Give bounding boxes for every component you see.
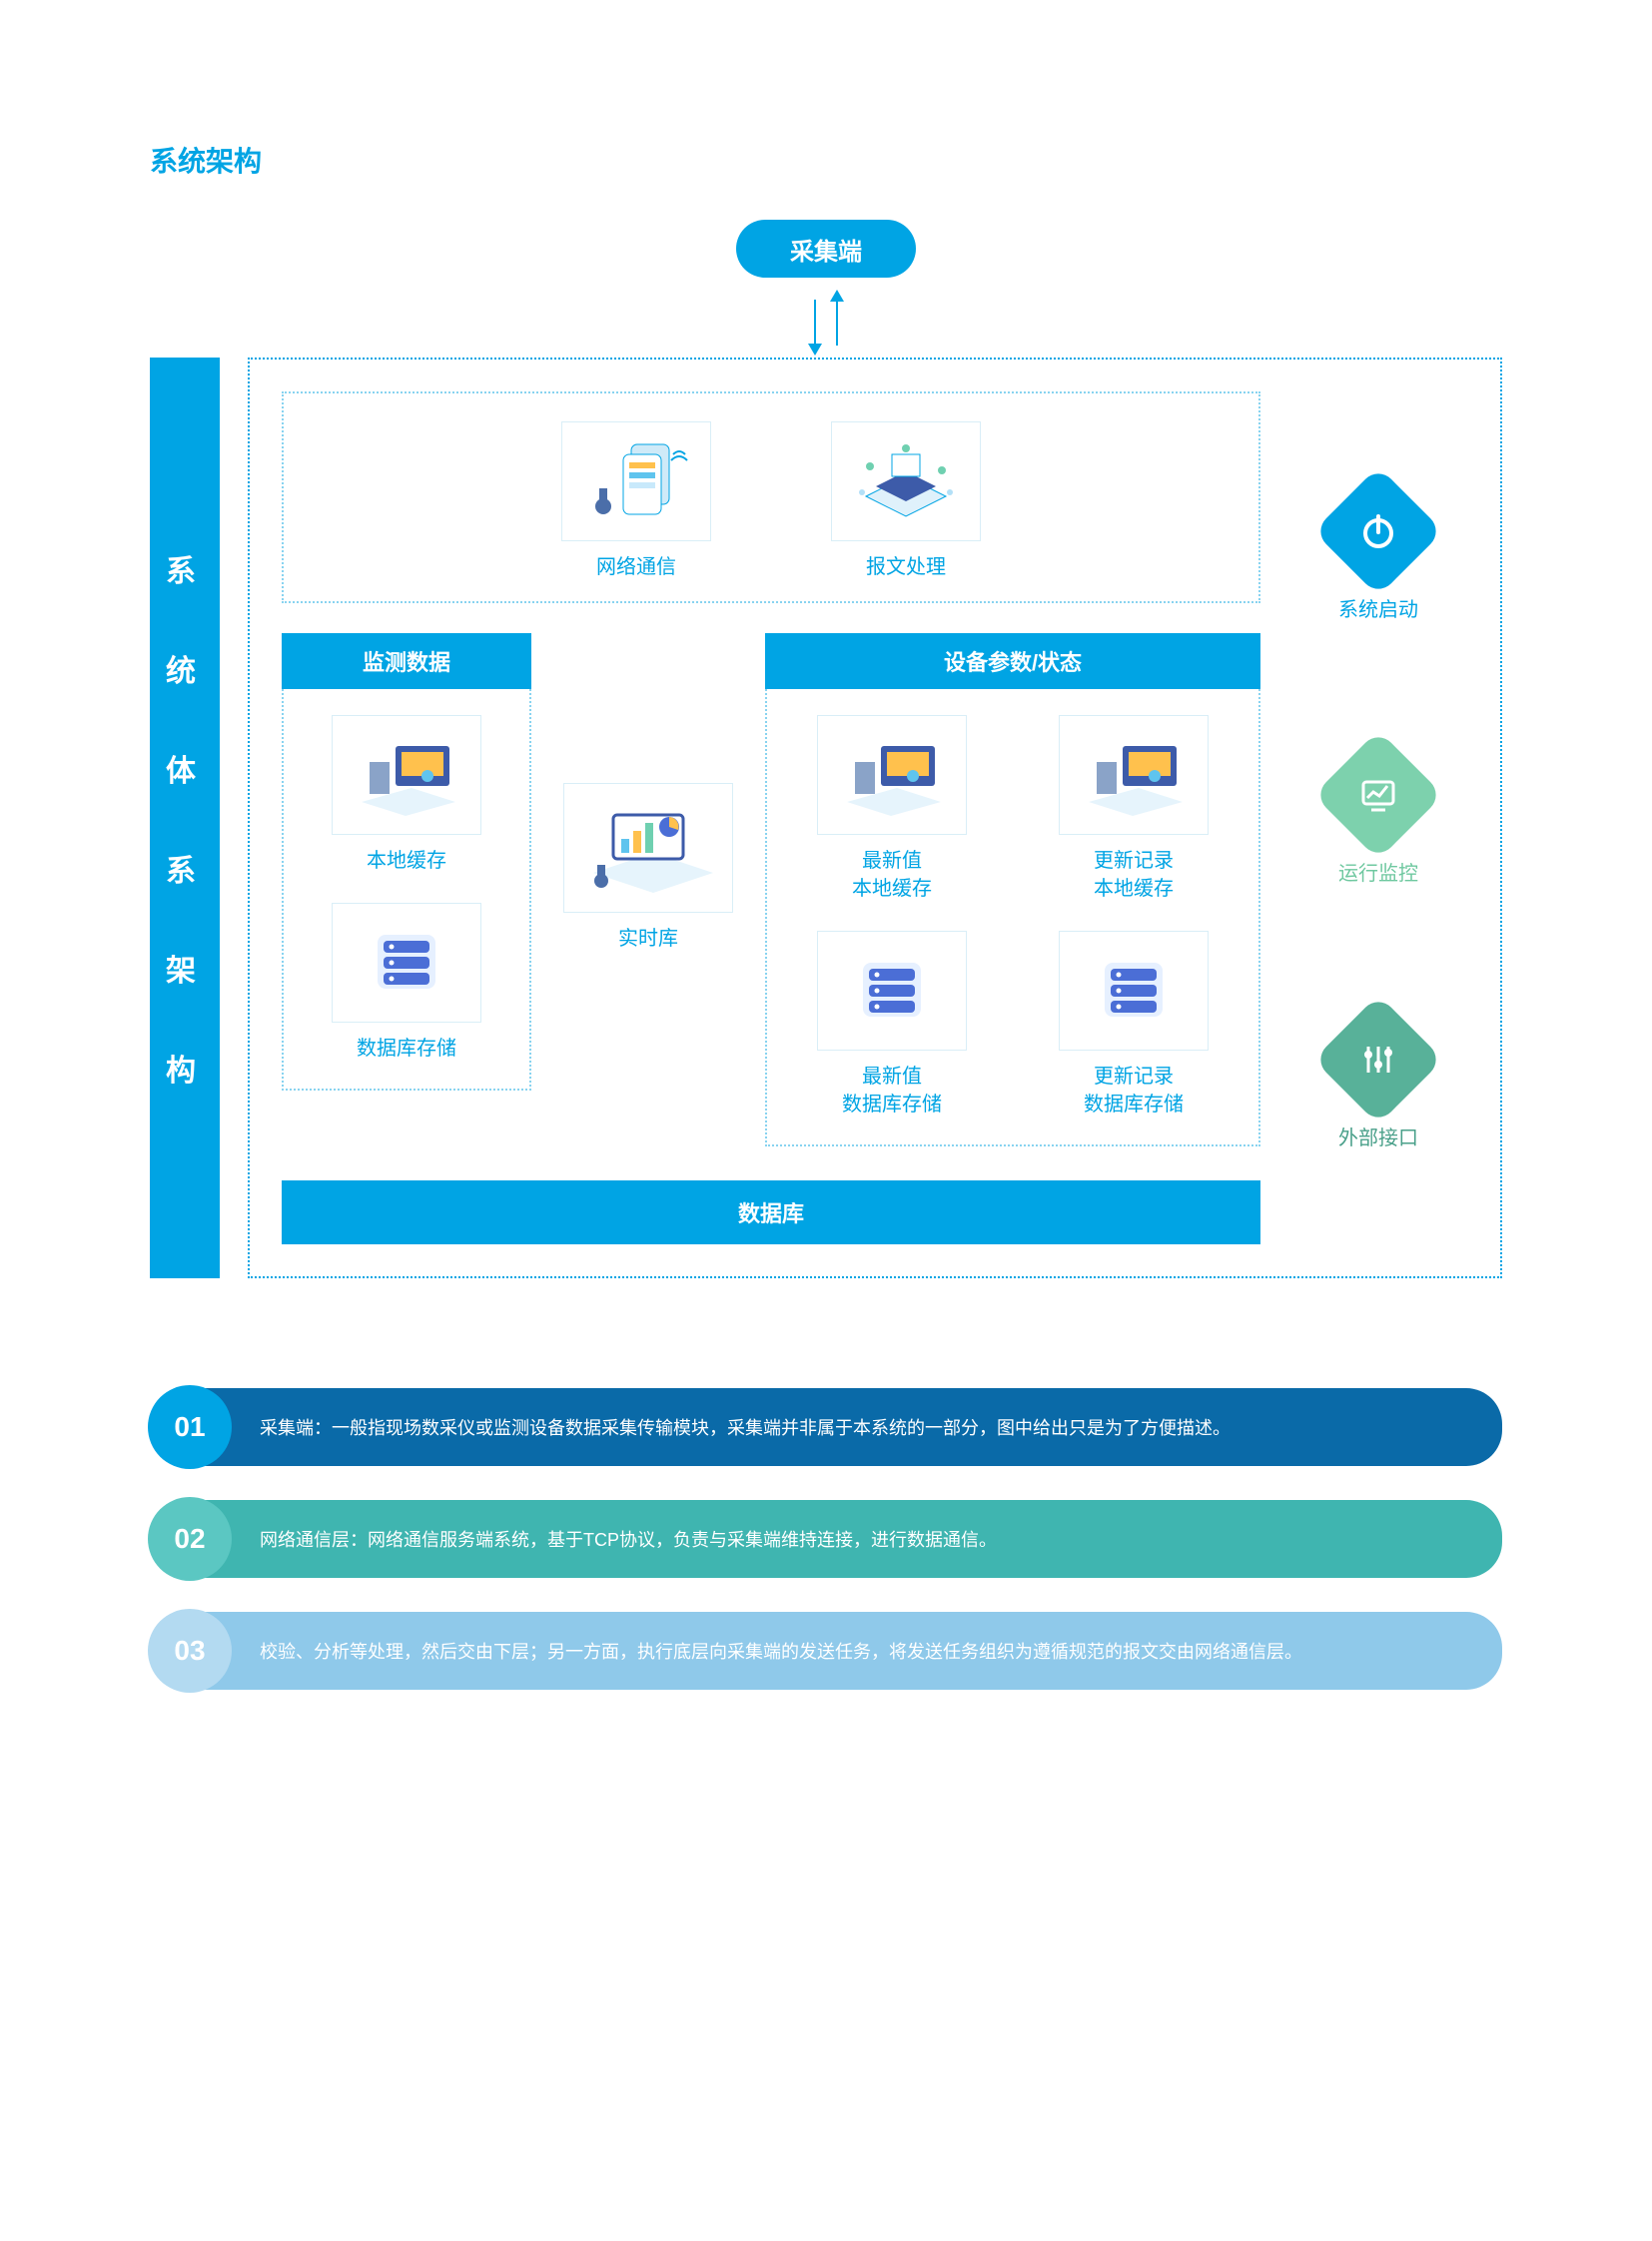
db-icon xyxy=(1059,931,1209,1051)
note-01-text: 采集端：一般指现场数采仪或监测设备数据采集传输模块，采集端并非属于本系统的一部分… xyxy=(260,1414,1231,1440)
zone-left-head: 监测数据 xyxy=(282,633,531,689)
card-realtime: 实时库 xyxy=(553,783,743,953)
db-icon xyxy=(817,931,967,1051)
vc2: 体 xyxy=(166,746,204,790)
note-01-num: 01 xyxy=(148,1385,232,1469)
vc1: 统 xyxy=(166,646,204,690)
chart-icon xyxy=(563,783,733,913)
card-latest-db-label: 最新值 数据库存储 xyxy=(842,1063,942,1119)
pc-icon xyxy=(817,715,967,835)
note-03: 03 校验、分析等处理，然后交由下层；另一方面，执行底层向采集端的发送任务，将发… xyxy=(150,1612,1502,1690)
note-02: 02 网络通信层：网络通信服务端系统，基于TCP协议，负责与采集端维持连接，进行… xyxy=(150,1500,1502,1578)
diamond-startup-label: 系统启动 xyxy=(1338,593,1418,622)
vc4: 架 xyxy=(166,946,204,990)
monitor-icon xyxy=(1357,774,1399,816)
db-icon xyxy=(332,903,481,1023)
diamond-startup: 系统启动 xyxy=(1332,485,1424,622)
card-realtime-label: 实时库 xyxy=(618,925,678,953)
card-latest-db: 最新值 数据库存储 xyxy=(785,931,999,1119)
card-message: 报文处理 xyxy=(831,421,981,581)
diamond-interface: 外部接口 xyxy=(1332,1014,1424,1150)
card-network: 网络通信 xyxy=(561,421,711,581)
card-update-db-label: 更新记录 数据库存储 xyxy=(1084,1063,1184,1119)
diamond-monitor: 运行监控 xyxy=(1332,749,1424,886)
bi-arrow-icon xyxy=(800,288,852,358)
top-layer-box: 网络通信 xyxy=(282,391,1260,603)
note-03-text: 校验、分析等处理，然后交由下层；另一方面，执行底层向采集端的发送任务，将发送任务… xyxy=(260,1638,1302,1664)
collector-pill: 采集端 xyxy=(736,220,916,278)
card-local-cache-label: 本地缓存 xyxy=(367,847,446,875)
card-db-store-label: 数据库存储 xyxy=(357,1035,456,1063)
network-icon xyxy=(561,421,711,541)
database-bar: 数据库 xyxy=(282,1180,1260,1244)
card-local-cache: 本地缓存 xyxy=(302,715,511,875)
card-message-label: 报文处理 xyxy=(866,553,946,581)
diamond-interface-label: 外部接口 xyxy=(1338,1121,1418,1150)
note-02-text: 网络通信层：网络通信服务端系统，基于TCP协议，负责与采集端维持连接，进行数据通… xyxy=(260,1526,997,1552)
card-update-db: 更新记录 数据库存储 xyxy=(1027,931,1240,1119)
zone-left-body: 本地缓存 xyxy=(282,689,531,1091)
sliders-icon xyxy=(1357,1039,1399,1081)
diamond-monitor-label: 运行监控 xyxy=(1338,857,1418,886)
power-icon xyxy=(1357,510,1399,552)
vc3: 系 xyxy=(166,846,204,890)
vertical-title-bar: 系 统 体 系 架 构 xyxy=(150,358,220,1278)
system-outer-box: 网络通信 xyxy=(248,358,1502,1278)
card-update-cache-label: 更新记录 本地缓存 xyxy=(1094,847,1174,903)
note-01: 01 采集端：一般指现场数采仪或监测设备数据采集传输模块，采集端并非属于本系统的… xyxy=(150,1388,1502,1466)
note-02-num: 02 xyxy=(148,1497,232,1581)
message-icon xyxy=(831,421,981,541)
card-db-store: 数据库存储 xyxy=(302,903,511,1063)
zone-right-body: 最新值 本地缓存 更新记录 本地缓存 最新值 数据库 xyxy=(765,689,1260,1146)
notes-list: 01 采集端：一般指现场数采仪或监测设备数据采集传输模块，采集端并非属于本系统的… xyxy=(150,1388,1502,1690)
card-latest-cache-label: 最新值 本地缓存 xyxy=(852,847,932,903)
note-03-num: 03 xyxy=(148,1609,232,1693)
card-update-cache: 更新记录 本地缓存 xyxy=(1027,715,1240,903)
page-title: 系统架构 xyxy=(150,140,1502,180)
pc-icon xyxy=(332,715,481,835)
vc5: 构 xyxy=(166,1046,204,1090)
vc0: 系 xyxy=(166,546,204,590)
card-network-label: 网络通信 xyxy=(596,553,676,581)
pc-icon xyxy=(1059,715,1209,835)
card-latest-cache: 最新值 本地缓存 xyxy=(785,715,999,903)
zone-right-head: 设备参数/状态 xyxy=(765,633,1260,689)
